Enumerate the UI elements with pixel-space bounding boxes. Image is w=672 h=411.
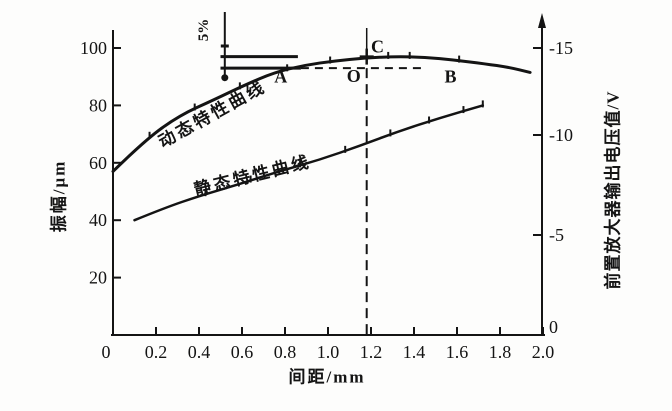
x-tick-label: 1.0 — [317, 342, 340, 362]
left-tick-label: 60 — [89, 153, 107, 173]
x-tick-label: 1.2 — [360, 342, 383, 362]
point-label-a: A — [274, 67, 287, 87]
left-tick-label: 20 — [89, 268, 107, 288]
x-tick-label: 0.6 — [231, 342, 254, 362]
static-curve — [133, 104, 485, 222]
left-tick-label: 40 — [89, 210, 107, 230]
left-tick-label: 80 — [89, 95, 107, 115]
right-axis-title: 前置放大器输出电压值/V — [603, 90, 623, 290]
x-tick-label: 1.6 — [446, 342, 469, 362]
x-axis-title: 间距/mm — [288, 367, 366, 387]
series-label-static: 静态特性曲线 — [192, 151, 313, 199]
series-label-dynamic: 动态特性曲线 — [155, 76, 270, 152]
x-tick-label: 0.4 — [188, 342, 211, 362]
point-label-c: C — [371, 37, 384, 57]
right-axis-arrow-icon — [538, 13, 546, 28]
right-tick-label: -5 — [549, 225, 564, 245]
x-tick-label: 0.2 — [145, 342, 168, 362]
x-tick-label: 0 — [102, 342, 111, 362]
point-label-b: B — [445, 67, 457, 87]
percent-label: 5% — [196, 19, 212, 42]
right-tick-label: -10 — [549, 125, 573, 145]
dynamic-curve — [111, 55, 532, 173]
right-tick-label: 0 — [549, 317, 558, 337]
left-axis-title: 振幅/μm — [49, 159, 69, 233]
x-tick-label: 1.8 — [489, 342, 512, 362]
right-tick-label: -15 — [549, 38, 573, 58]
left-tick-label: 100 — [80, 38, 107, 58]
percent-dot — [221, 74, 229, 82]
x-tick-label: 1.4 — [403, 342, 426, 362]
x-tick-label: 2.0 — [532, 342, 555, 362]
x-tick-label: 0.8 — [274, 342, 297, 362]
point-label-o: O — [347, 66, 361, 86]
